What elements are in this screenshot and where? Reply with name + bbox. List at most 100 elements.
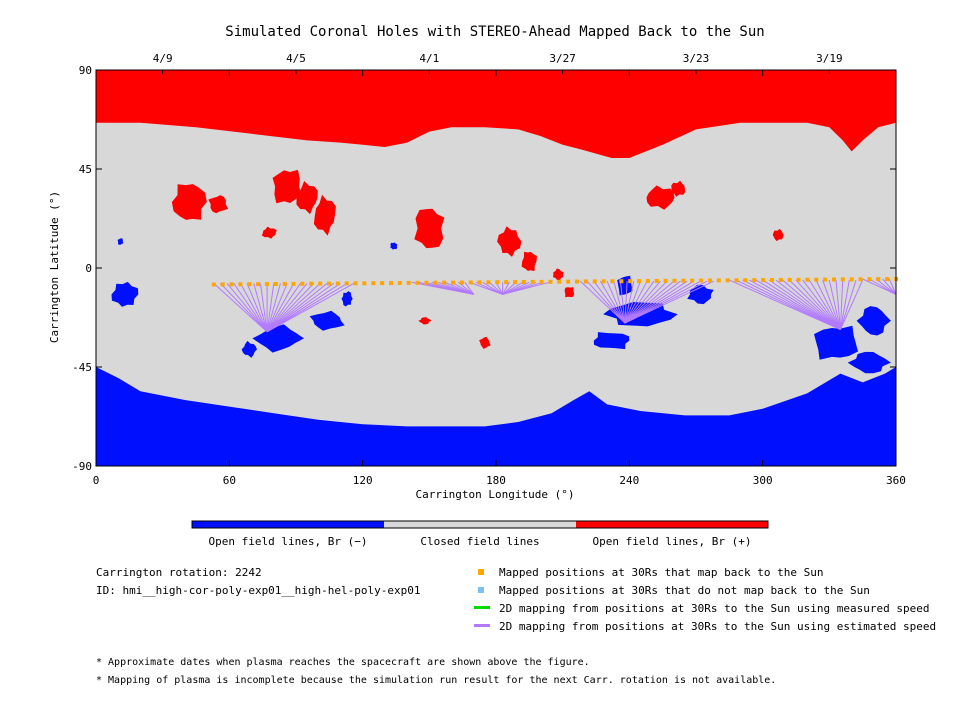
mapped-position-marker [362,281,367,286]
estimated-mapping-line [266,283,308,333]
colorbar: Open field lines, Br (−) Closed field lin… [191,520,769,548]
mapped-position-marker [353,281,358,286]
estimated-mapping-line [266,283,328,333]
estimated-mapping-line [502,281,550,295]
estimated-mapping-line [613,281,626,324]
estimated-mapping-line [839,280,850,330]
mapped-position-marker [477,280,482,285]
mapped-position-marker [548,279,553,284]
y-tick-label: 0 [85,262,92,275]
estimated-mapping-line [253,283,268,332]
estimated-mapping-line [266,283,301,333]
mapped-position-marker [521,280,526,284]
estimated-speed-line-icon [474,624,490,627]
estimated-mapping-line [233,283,268,333]
mapped-position-marker [619,279,624,284]
legend-entry-estimated: 2D mapping from positions at 30Rs to the… [499,620,937,633]
positive-coronal-hole [171,184,207,220]
y-tick-label: 90 [79,64,92,77]
mapped-position-marker [805,277,810,282]
x-tick-label: 60 [223,474,236,487]
estimated-mapping-line [266,283,295,333]
mapped-position-marker [743,278,748,283]
estimated-mapping-line [624,281,635,324]
estimated-mapping-line [624,280,675,324]
mapped-position-marker [415,280,420,285]
estimated-mapping-line [259,283,268,332]
positive-coronal-hole [261,226,277,239]
colorbar-label: Open field lines, Br (+) [593,535,752,548]
mapped-position-marker [575,279,580,284]
colorbar-frame [191,520,769,529]
mapped-position-marker [637,279,642,284]
estimated-mapping-line [593,280,626,324]
estimated-mapping-line [502,281,517,295]
y-tick-label: -45 [72,361,92,374]
date-label: 4/1 [419,52,439,65]
mapped-position-marker [672,278,677,283]
estimated-mapping-line [488,281,504,295]
mapped-position-marker [406,280,411,285]
carrington-rotation-label: Carrington rotation: 2242 [96,566,262,579]
x-tick-label: 0 [93,474,100,487]
run-id-label: ID: hmi__high-cor-poly-exp01__high-hel-p… [96,584,421,597]
estimated-mapping-line [624,280,668,324]
estimated-mapping-line [822,279,841,330]
mapped-position-marker [530,279,535,284]
estimated-mapping-line [788,279,841,330]
estimated-mapping-line [839,279,857,330]
positive-coronal-hole [646,185,675,210]
estimated-mapping-line [782,279,841,330]
mapped-position-marker [716,278,721,283]
estimated-mapping-line [795,279,841,330]
negative-coronal-hole [241,340,257,358]
colorbar-label: Closed field lines [420,535,539,548]
estimated-mapping-line [266,282,341,333]
mapped-position-marker [831,277,836,282]
colorbar-segment [384,521,576,528]
mapped-position-marker [256,282,261,287]
estimated-mapping-line [835,280,841,330]
mapped-position-marker [300,281,305,286]
estimated-mapping-line [444,281,474,295]
mapped-position-marker [211,282,216,287]
legend-entry-mapped: Mapped positions at 30Rs that map back t… [499,566,824,579]
mapped-position-marker [247,282,252,287]
date-label: 3/27 [549,52,576,65]
estimated-mapping-line [220,283,268,333]
estimated-mapping-line [495,282,504,295]
positive-coronal-hole [418,317,432,325]
mapped-position-marker [628,279,633,284]
estimated-mapping-line [624,280,661,324]
positive-coronal-hole [521,251,537,272]
mapped-position-marker [849,277,854,282]
mapped-position-marker [380,281,385,286]
date-label: 3/23 [683,52,710,65]
estimated-mapping-line [464,282,475,295]
estimated-mapping-line [735,279,841,331]
estimated-mapping-line [888,278,897,295]
mapped-position-marker [513,280,518,285]
estimated-mapping-line [624,280,695,324]
positive-coronal-hole [552,268,564,281]
estimated-mapping-line [815,279,841,330]
negative-coronal-hole [117,238,124,245]
mapped-position-marker [459,280,464,285]
measured-speed-line-icon [474,606,490,609]
footnote-incomplete: * Mapping of plasma is incomplete becaus… [96,675,777,686]
positive-coronal-hole [564,287,575,298]
mapped-position-marker [725,278,730,283]
mapped-position-marker [388,281,393,286]
estimated-mapping-line [762,279,841,331]
mapped-position-marker [645,279,650,283]
positive-coronal-hole [313,194,336,236]
unmapped-positions-marker-icon [478,587,484,593]
y-axis-label: Carrington Latitude (°) [48,191,61,343]
estimated-mapping-line [619,281,626,324]
mapped-position-marker [424,280,429,285]
mapped-position-marker [309,281,314,286]
estimated-mapping-line [749,279,841,331]
colorbar-label: Open field lines, Br (−) [209,535,368,548]
mapped-position-marker [468,280,473,285]
positive-coronal-hole [208,195,229,214]
